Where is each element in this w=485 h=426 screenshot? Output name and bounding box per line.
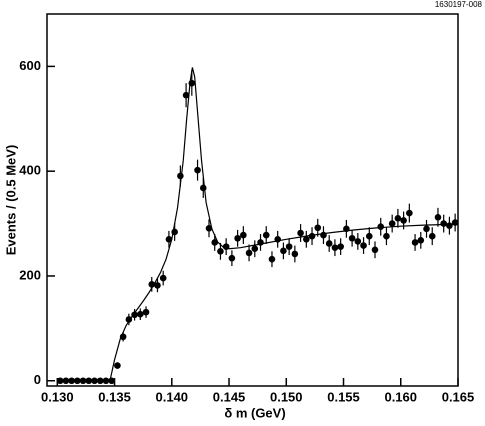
data-point xyxy=(428,232,436,240)
data-point xyxy=(96,377,104,385)
data-point xyxy=(177,172,184,180)
data-point xyxy=(148,281,156,288)
data-point xyxy=(371,246,379,254)
data-point xyxy=(199,184,207,192)
data-point xyxy=(440,220,447,227)
data-point xyxy=(245,249,253,257)
data-point xyxy=(383,232,390,240)
data-point xyxy=(423,225,430,233)
data-point xyxy=(205,224,213,232)
data-point xyxy=(79,377,87,385)
data-point xyxy=(91,377,98,385)
data-point xyxy=(217,248,224,255)
data-point xyxy=(188,79,196,87)
data-point xyxy=(417,237,425,244)
data-point xyxy=(274,235,281,243)
data-point xyxy=(262,231,270,239)
figure-id: 1630197-008 xyxy=(435,0,483,9)
y-tick-label: 400 xyxy=(19,163,41,178)
data-point xyxy=(320,231,327,239)
data-point xyxy=(343,225,350,233)
x-tick-label: 0.145 xyxy=(213,389,246,404)
data-point xyxy=(108,377,115,385)
data-point xyxy=(251,245,259,253)
data-point xyxy=(56,377,64,385)
x-tick-label: 0.140 xyxy=(156,389,189,404)
data-point xyxy=(280,247,287,255)
data-point xyxy=(314,224,322,232)
data-point xyxy=(68,377,75,385)
data-point xyxy=(377,223,385,231)
data-point xyxy=(125,316,133,323)
data-point xyxy=(285,243,293,250)
data-point xyxy=(159,274,167,282)
data-point xyxy=(406,209,413,217)
data-point xyxy=(211,239,219,246)
data-point xyxy=(354,238,362,245)
data-point xyxy=(114,362,121,369)
data-point xyxy=(400,217,407,224)
data-point xyxy=(222,243,230,250)
data-point xyxy=(303,235,310,243)
data-point xyxy=(308,232,316,240)
data-point xyxy=(165,235,173,243)
y-tick-label: 200 xyxy=(19,267,41,282)
data-point xyxy=(62,377,70,385)
data-point xyxy=(85,377,93,385)
x-tick-label: 0.135 xyxy=(98,389,131,404)
plot-frame xyxy=(46,13,459,387)
data-point xyxy=(451,219,459,226)
data-point xyxy=(131,311,138,319)
data-point xyxy=(268,255,276,263)
data-point xyxy=(365,232,373,240)
data-point xyxy=(337,243,344,250)
data-point xyxy=(228,254,236,262)
data-point xyxy=(394,215,402,222)
data-point xyxy=(297,229,304,237)
data-point xyxy=(291,250,299,258)
x-axis-label: δ m (GeV) xyxy=(224,405,285,420)
data-point xyxy=(434,213,442,221)
data-point xyxy=(411,239,419,246)
y-axis-label: Events / (0.5 MeV) xyxy=(3,145,18,256)
data-point xyxy=(240,231,247,239)
data-point xyxy=(234,234,241,242)
y-tick-label: 600 xyxy=(19,58,41,73)
data-point xyxy=(137,310,144,318)
fit-curve xyxy=(109,67,459,381)
data-point xyxy=(331,244,339,251)
data-point xyxy=(446,222,453,229)
data-point xyxy=(194,166,201,174)
data-point xyxy=(74,377,81,385)
data-point xyxy=(102,377,110,385)
x-tick-label: 0.155 xyxy=(327,389,360,404)
data-point xyxy=(154,282,161,289)
x-tick-label: 0.150 xyxy=(270,389,303,404)
data-point xyxy=(182,91,190,99)
x-tick-label: 0.160 xyxy=(384,389,417,404)
y-tick-label: 0 xyxy=(34,372,41,387)
x-tick-label: 0.165 xyxy=(442,389,475,404)
x-tick-label: 0.130 xyxy=(41,389,74,404)
data-point xyxy=(360,242,367,249)
data-point xyxy=(142,308,150,316)
data-point xyxy=(388,220,396,227)
data-point xyxy=(119,333,127,341)
data-point xyxy=(257,239,264,246)
data-point xyxy=(171,228,178,236)
data-point xyxy=(325,240,333,247)
data-point xyxy=(348,234,356,242)
